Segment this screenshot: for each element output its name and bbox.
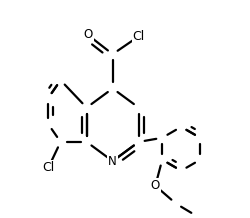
Text: O: O: [83, 29, 92, 41]
Text: N: N: [108, 155, 117, 168]
Text: Cl: Cl: [42, 162, 54, 174]
Text: O: O: [151, 179, 160, 192]
Text: Cl: Cl: [132, 30, 145, 43]
